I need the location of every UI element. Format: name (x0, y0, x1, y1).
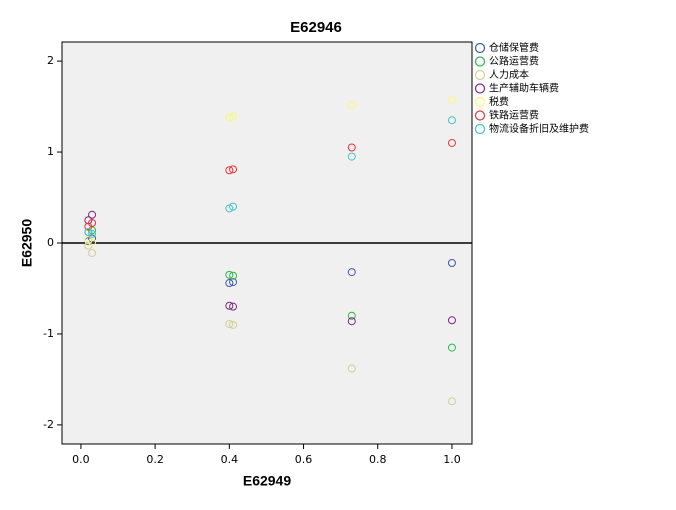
x-tick-label: 1.0 (443, 453, 461, 466)
legend-label: 物流设备折旧及维护费 (489, 122, 589, 135)
y-tick-label: -1 (43, 327, 54, 340)
legend-marker (474, 69, 486, 81)
y-tick-label: 1 (47, 145, 54, 158)
point (447, 316, 456, 325)
legend-label: 税费 (489, 95, 509, 108)
legend-label: 仓储保管费 (489, 41, 539, 54)
point (88, 249, 97, 258)
x-tick-label: 0.6 (295, 453, 313, 466)
y-tick-label: -2 (43, 418, 54, 431)
x-tick-label: 0.4 (221, 453, 239, 466)
point (447, 259, 456, 268)
y-axis-title: E62950 (19, 219, 35, 267)
point (347, 311, 356, 320)
x-tick-label: 0.8 (369, 453, 387, 466)
legend-marker (474, 42, 486, 54)
point (229, 112, 238, 121)
legend-label: 公路运营费 (489, 55, 539, 68)
point (347, 317, 356, 326)
x-tick-label: 0.0 (72, 453, 90, 466)
point (347, 143, 356, 152)
legend-marker (474, 110, 486, 121)
x-axis-title: E62949 (243, 473, 291, 489)
point (84, 236, 93, 245)
point (88, 210, 97, 219)
point (229, 278, 238, 287)
point (225, 113, 234, 122)
legend-marker (474, 123, 486, 135)
point (225, 279, 234, 288)
point (447, 96, 456, 105)
point (229, 302, 238, 311)
chart-title: E62946 (290, 19, 342, 36)
point (229, 320, 238, 329)
legend-marker (474, 56, 486, 67)
point (347, 152, 356, 161)
point (447, 343, 456, 352)
legend-marker (474, 96, 486, 108)
legend-marker (474, 83, 486, 94)
point (225, 319, 234, 328)
point (347, 100, 356, 109)
point (229, 165, 238, 174)
point (447, 138, 456, 147)
point (347, 364, 356, 373)
point (225, 166, 234, 175)
legend-label: 生产辅助车辆费 (489, 82, 559, 95)
point (84, 228, 93, 237)
point (88, 218, 97, 227)
point (225, 204, 234, 213)
point (229, 202, 238, 211)
point (88, 238, 97, 247)
legend-label: 铁路运营费 (489, 109, 539, 122)
point (447, 397, 456, 406)
point (447, 116, 456, 125)
point (88, 234, 97, 243)
point (229, 271, 238, 280)
y-tick-label: 2 (47, 54, 54, 67)
point (225, 270, 234, 279)
point (88, 229, 97, 238)
point (347, 268, 356, 277)
y-tick-label: 0 (47, 236, 54, 249)
legend-label: 人力成本 (489, 68, 529, 81)
x-tick-label: 0.2 (146, 453, 164, 466)
point (225, 301, 234, 310)
